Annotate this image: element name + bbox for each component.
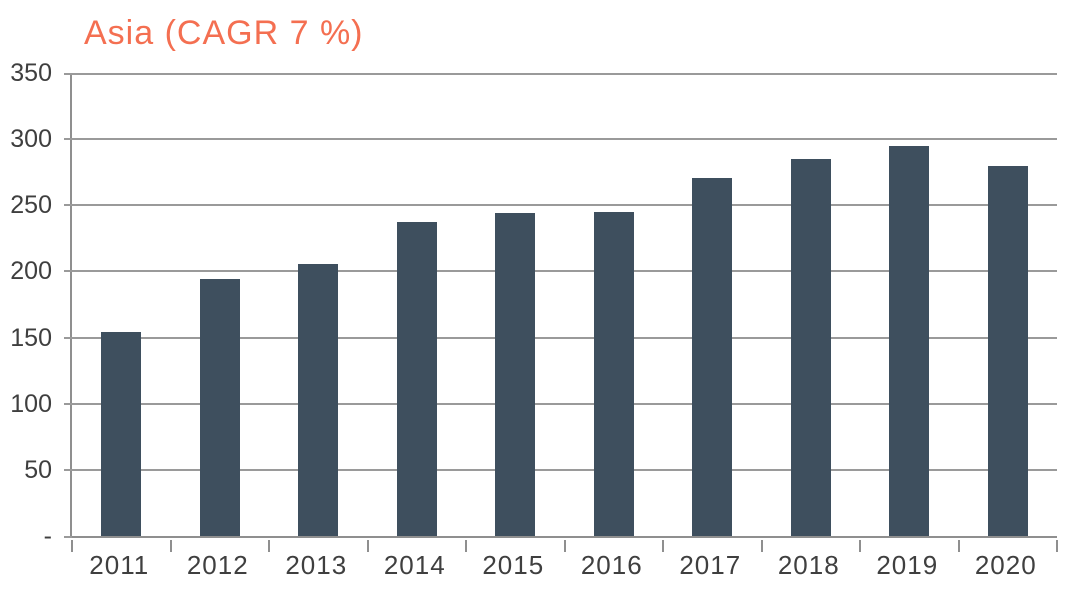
gridline-250 <box>64 204 1057 207</box>
x-tick-label-2011: 2011 <box>89 550 150 580</box>
x-axis-labels: 2011 2012 2013 2014 2015 2016 2017 2018 2019 2020 <box>70 550 1055 584</box>
x-axis-tick-3 <box>366 540 369 552</box>
y-tick-label-0: - <box>43 522 52 550</box>
x-axis-tick-5 <box>563 540 566 552</box>
gridline-150 <box>64 336 1057 339</box>
bar-2011 <box>101 332 142 536</box>
y-axis-labels: - 50 100 150 200 250 300 350 <box>0 60 56 549</box>
x-tick-label-2019: 2019 <box>876 550 939 580</box>
x-axis-tick-0 <box>71 540 73 552</box>
x-axis-tick-9 <box>957 540 960 552</box>
x-tick-label-2013: 2013 <box>285 550 348 580</box>
bar-2012 <box>199 279 240 536</box>
x-tick-label-2015: 2015 <box>482 550 545 580</box>
x-tick-label-2016: 2016 <box>580 550 643 580</box>
gridline-350 <box>64 73 1057 75</box>
bar-2013 <box>298 263 339 536</box>
y-tick-label-50: 50 <box>24 455 52 484</box>
y-tick-label-300: 300 <box>10 125 52 154</box>
x-axis-tick-1 <box>169 540 172 552</box>
x-tick-label-2017: 2017 <box>679 550 742 580</box>
y-tick-label-350: 350 <box>10 59 52 87</box>
y-tick-label-100: 100 <box>10 389 52 418</box>
gridline-100 <box>64 402 1057 405</box>
bar-2020 <box>987 165 1028 536</box>
x-tick-label-2018: 2018 <box>777 550 840 580</box>
plot-area <box>64 73 1058 552</box>
x-axis-tick-8 <box>859 540 861 552</box>
x-axis-tick-10 <box>1056 540 1058 552</box>
bar-2014 <box>396 222 437 536</box>
bar-2016 <box>593 211 634 536</box>
x-tick-label-2012: 2012 <box>186 550 249 580</box>
gridline-200 <box>64 270 1057 273</box>
x-axis-tick-4 <box>465 540 467 552</box>
x-tick-label-2020: 2020 <box>974 550 1037 580</box>
gridline-50 <box>64 468 1057 471</box>
bar-2017 <box>692 177 733 536</box>
y-tick-label-150: 150 <box>10 323 52 352</box>
y-tick-label-200: 200 <box>10 257 52 286</box>
chart-title: Asia (CAGR 7 %) <box>84 14 364 52</box>
y-axis-tick-0 <box>64 536 72 538</box>
bar-2019 <box>889 145 930 536</box>
bar-2015 <box>495 213 536 536</box>
x-axis-tick-7 <box>760 540 763 552</box>
gridline-300 <box>64 138 1057 141</box>
x-axis-tick-2 <box>268 540 270 552</box>
x-axis-tick-6 <box>662 540 664 552</box>
bar-2018 <box>790 159 831 536</box>
x-tick-label-2014: 2014 <box>383 550 446 580</box>
y-tick-label-250: 250 <box>10 191 52 220</box>
